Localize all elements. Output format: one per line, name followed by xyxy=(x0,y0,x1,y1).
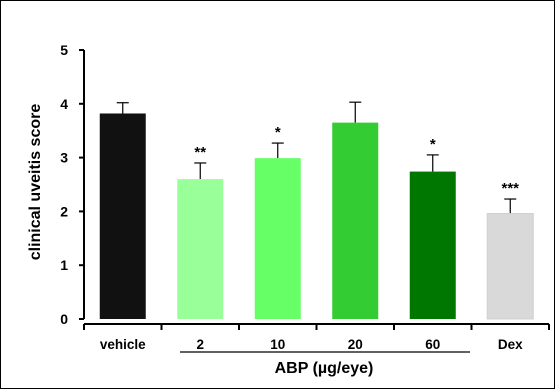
bar-Dex xyxy=(486,213,534,320)
y-tick-label: 1 xyxy=(60,257,68,273)
significance-label: ** xyxy=(194,144,206,161)
bar-60 xyxy=(409,171,456,319)
bar-2 xyxy=(177,179,224,319)
x-tick-label: vehicle xyxy=(100,337,146,352)
x-tick-label: 10 xyxy=(270,337,285,352)
group-label: ABP (µg/eye) xyxy=(275,360,374,377)
y-tick-label: 0 xyxy=(60,311,68,327)
y-tick-label: 3 xyxy=(60,150,68,166)
x-tick-label: 60 xyxy=(425,337,440,352)
y-axis-label: clinical uveitis score xyxy=(27,104,44,261)
significance-label: *** xyxy=(501,180,519,197)
y-tick-label: 5 xyxy=(60,42,68,58)
x-axis: vehicle 2 10 20 60 Dex xyxy=(83,323,550,352)
y-axis: 0 1 2 3 4 5 xyxy=(60,42,85,327)
x-tick-label: Dex xyxy=(498,337,523,352)
y-tick-label: 2 xyxy=(60,203,68,219)
bar-10 xyxy=(254,158,301,319)
significance-label: * xyxy=(430,136,436,153)
significance-label: * xyxy=(275,124,281,141)
x-tick-label: 2 xyxy=(196,337,204,352)
y-tick-label: 4 xyxy=(60,96,68,112)
bar-vehicle xyxy=(99,113,146,319)
bar-20 xyxy=(332,122,379,319)
bars: ******* xyxy=(99,101,534,320)
x-tick-label: 20 xyxy=(348,337,363,352)
